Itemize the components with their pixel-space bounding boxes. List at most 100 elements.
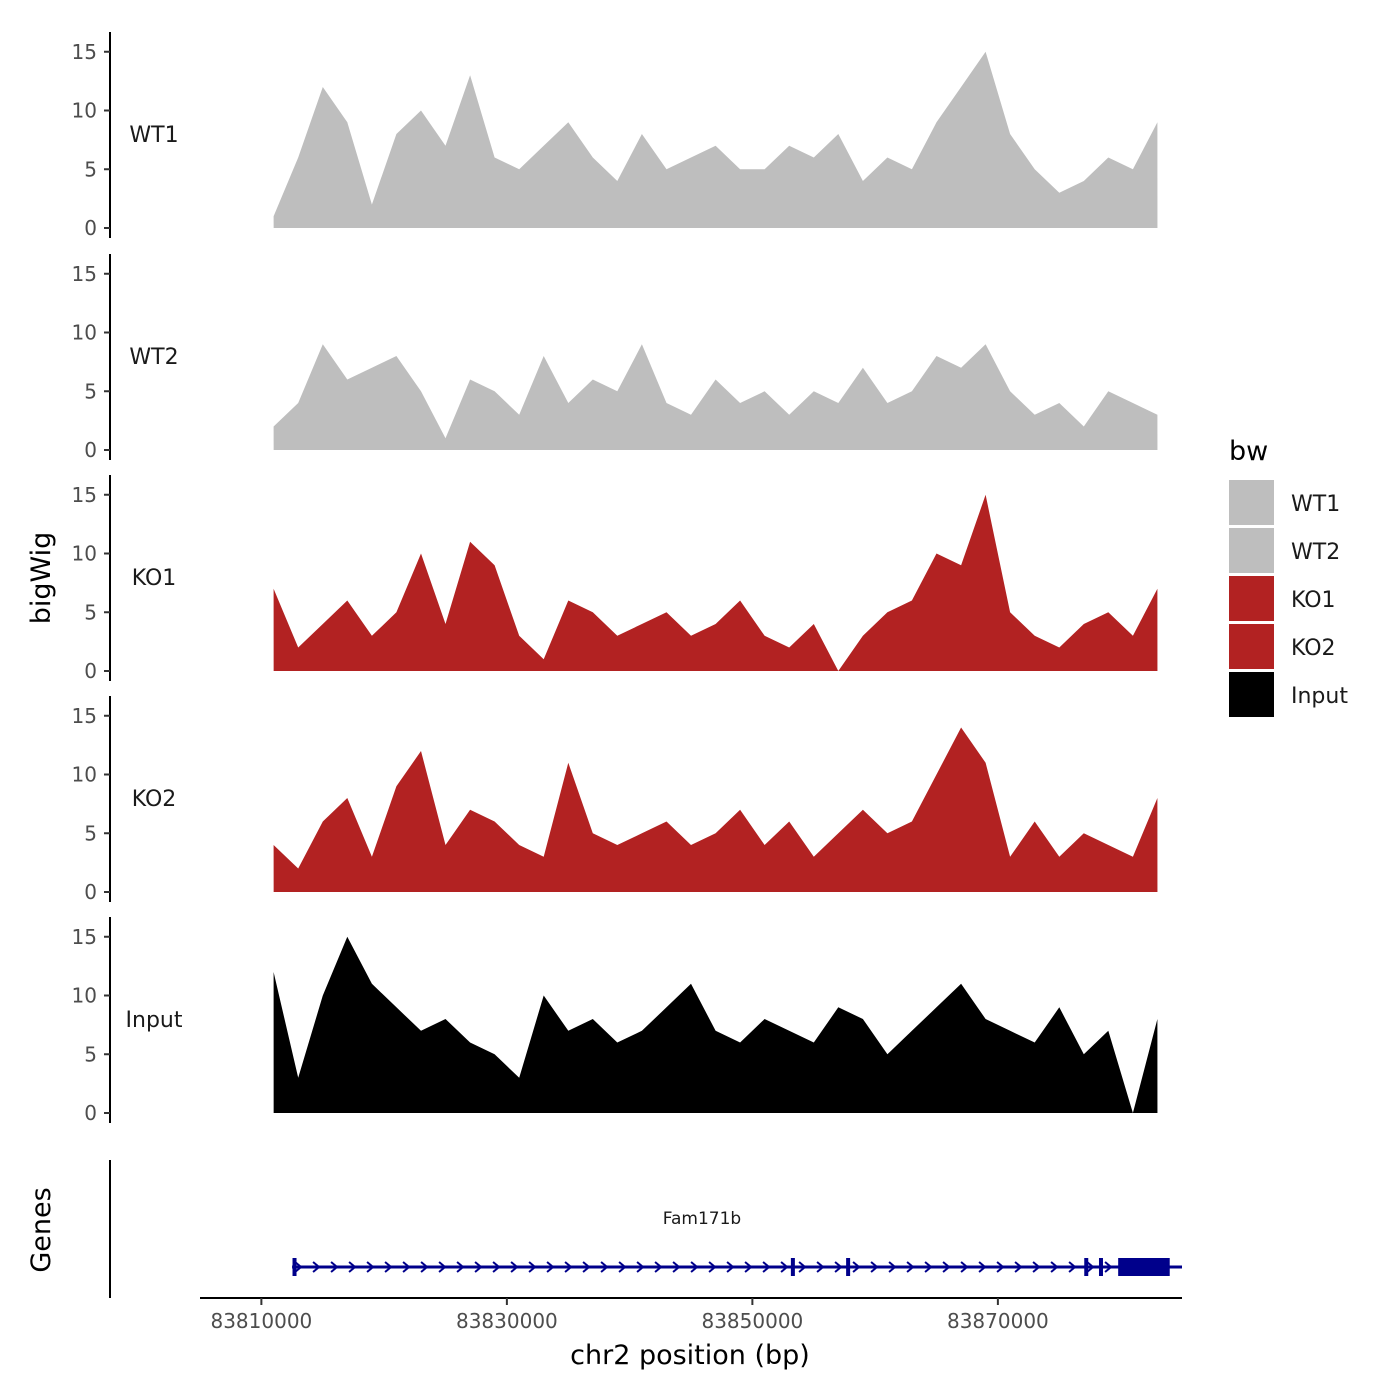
y-tick-label-ko2-10: 10 xyxy=(72,763,97,787)
strand-arrow xyxy=(528,1261,537,1273)
legend: bw WT1 WT2 KO1 KO2 Input xyxy=(1229,436,1348,717)
y-tick-label-wt1-0: 0 xyxy=(84,216,97,240)
y-tick-label-input-15: 15 xyxy=(72,925,97,949)
strand-arrow xyxy=(888,1261,897,1273)
strand-arrow xyxy=(348,1261,357,1273)
genes-panel: Genes Fam171b xyxy=(26,1160,1182,1298)
track-label-wt2: WT2 xyxy=(129,345,178,370)
strand-arrow xyxy=(636,1261,645,1273)
y-tick-label-wt2-5: 5 xyxy=(84,379,97,403)
strand-arrow xyxy=(438,1261,447,1273)
y-tick-label-ko1-5: 5 xyxy=(84,600,97,624)
gene-exon xyxy=(846,1258,851,1276)
strand-arrow xyxy=(384,1261,393,1273)
y-tick-label-ko1-15: 15 xyxy=(72,483,97,507)
strand-arrow xyxy=(420,1261,429,1273)
legend-label-wt1: WT1 xyxy=(1291,492,1340,517)
strand-arrow xyxy=(1104,1261,1113,1273)
track-input: 0 5 10 15 Input xyxy=(72,917,1158,1125)
legend-items: WT1 WT2 KO1 KO2 Input xyxy=(1229,480,1348,717)
y-tick-label-ko1-0: 0 xyxy=(84,659,97,683)
area-ko2 xyxy=(273,727,1158,892)
genes-axis-title: Genes xyxy=(26,1187,57,1272)
y-tick-label-input-0: 0 xyxy=(84,1101,97,1125)
y-tick-label-wt1-5: 5 xyxy=(84,157,97,181)
legend-swatch-ko2 xyxy=(1229,624,1274,669)
gene-label: Fam171b xyxy=(663,1209,741,1229)
gene-exon xyxy=(790,1258,795,1276)
y-tick-label-wt1-15: 15 xyxy=(72,40,97,64)
strand-arrow xyxy=(510,1261,519,1273)
strand-arrow xyxy=(492,1261,501,1273)
strand-arrow xyxy=(1014,1261,1023,1273)
gene-exon xyxy=(1084,1258,1089,1276)
strand-arrow xyxy=(672,1261,681,1273)
legend-title: bw xyxy=(1229,436,1268,467)
strand-arrow xyxy=(474,1261,483,1273)
strand-arrow xyxy=(1086,1261,1095,1273)
legend-swatch-wt2 xyxy=(1229,528,1274,573)
strand-arrow xyxy=(330,1261,339,1273)
strand-arrow xyxy=(618,1261,627,1273)
strand-arrow xyxy=(708,1261,717,1273)
strand-arrow xyxy=(744,1261,753,1273)
track-ko2: 0 5 10 15 KO2 xyxy=(72,696,1158,904)
y-tick-label-input-10: 10 xyxy=(72,984,97,1008)
gene-exon xyxy=(292,1258,297,1276)
strand-arrow xyxy=(726,1261,735,1273)
strand-arrow xyxy=(870,1261,879,1273)
legend-label-ko1: KO1 xyxy=(1291,588,1336,613)
strand-arrow xyxy=(996,1261,1005,1273)
strand-arrow xyxy=(1068,1261,1077,1273)
strand-arrow xyxy=(798,1261,807,1273)
strand-arrow xyxy=(366,1261,375,1273)
strand-arrow xyxy=(312,1261,321,1273)
x-tick-label-83850000: 83850000 xyxy=(701,1309,803,1333)
track-label-input: Input xyxy=(126,1008,183,1033)
legend-swatch-input xyxy=(1229,672,1274,717)
x-ticks: 83810000 83830000 83850000 83870000 xyxy=(210,1298,1049,1333)
strand-arrow xyxy=(654,1261,663,1273)
legend-label-ko2: KO2 xyxy=(1291,636,1336,661)
strand-arrow xyxy=(690,1261,699,1273)
track-wt2: 0 5 10 15 WT2 xyxy=(72,254,1158,462)
x-tick-label-83870000: 83870000 xyxy=(947,1309,1049,1333)
legend-swatch-wt1 xyxy=(1229,480,1274,525)
strand-arrow xyxy=(780,1261,789,1273)
strand-arrow xyxy=(852,1261,861,1273)
y-tick-label-wt2-0: 0 xyxy=(84,438,97,462)
signal-tracks: 0 5 10 15 WT1 0 5 10 15 WT2 0 5 10 15 KO1 0 5 10 15 KO2 0 5 10… xyxy=(72,32,1158,1125)
y-tick-label-ko1-10: 10 xyxy=(72,542,97,566)
legend-swatch-ko1 xyxy=(1229,576,1274,621)
x-axis: 83810000 83830000 83850000 83870000 chr2 po… xyxy=(200,1297,1182,1371)
legend-label-input: Input xyxy=(1291,684,1348,709)
track-label-ko2: KO2 xyxy=(132,787,177,812)
x-tick-label-83810000: 83810000 xyxy=(210,1309,312,1333)
strand-arrow xyxy=(816,1261,825,1273)
x-axis-title: chr2 position (bp) xyxy=(570,1340,810,1371)
strand-arrow xyxy=(924,1261,933,1273)
legend-label-wt2: WT2 xyxy=(1291,540,1340,565)
strand-arrow xyxy=(582,1261,591,1273)
area-wt2 xyxy=(273,344,1158,450)
gene-model xyxy=(292,1258,1182,1276)
strand-arrow xyxy=(960,1261,969,1273)
y-tick-label-wt2-10: 10 xyxy=(72,321,97,345)
strand-arrow xyxy=(1032,1261,1041,1273)
area-input xyxy=(273,936,1158,1113)
strand-arrow xyxy=(546,1261,555,1273)
y-tick-label-input-5: 5 xyxy=(84,1042,97,1066)
strand-arrow xyxy=(1050,1261,1059,1273)
strand-arrow xyxy=(456,1261,465,1273)
strand-arrow xyxy=(834,1261,843,1273)
strand-arrow xyxy=(402,1261,411,1273)
strand-arrow xyxy=(600,1261,609,1273)
strand-arrow xyxy=(978,1261,987,1273)
y-tick-label-ko2-0: 0 xyxy=(84,880,97,904)
gene-exon xyxy=(1098,1258,1103,1276)
track-wt1: 0 5 10 15 WT1 xyxy=(72,32,1158,240)
strand-arrow xyxy=(294,1261,303,1273)
strand-arrow xyxy=(762,1261,771,1273)
track-label-wt1: WT1 xyxy=(129,123,178,148)
